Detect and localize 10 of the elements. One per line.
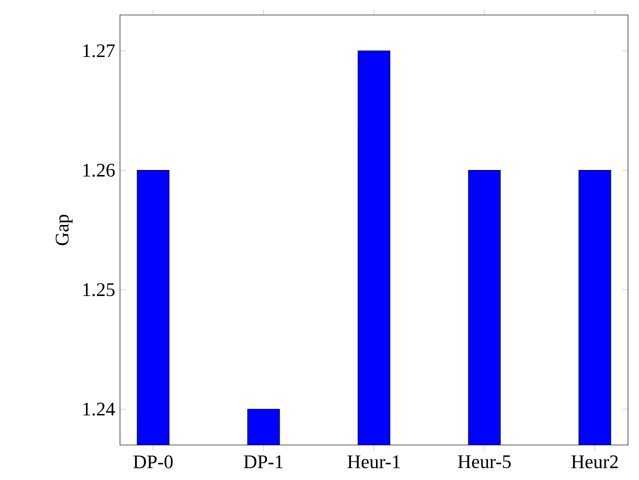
x-tick-label: Heur-1 [348,455,400,468]
y-axis-title: Gap [56,214,73,246]
x-tick-label: DP-1 [244,455,283,468]
y-tick-label: 1.27 [83,44,115,58]
x-tick-label: Heur-5 [458,455,511,468]
y-tick-label: 1.25 [83,283,115,296]
x-tick-label: DP-0 [133,455,173,468]
y-tick-label: 1.24 [83,402,115,416]
x-tick-label: Heur2 [571,455,618,468]
y-tick-label: 1.26 [83,164,115,177]
